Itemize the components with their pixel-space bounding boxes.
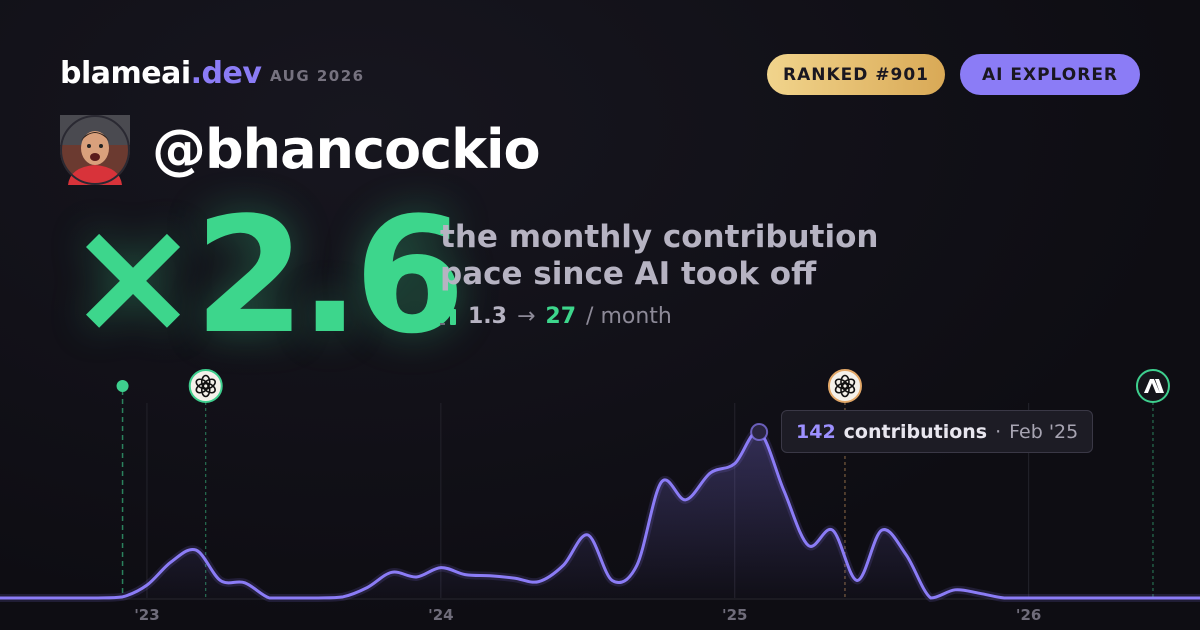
event-dot — [116, 380, 129, 392]
x-tick-label: '26 — [1016, 606, 1041, 624]
icon-ring — [1135, 369, 1170, 403]
icon-ring — [188, 369, 223, 403]
event-icon — [827, 369, 862, 403]
brand[interactable]: blameai.dev — [60, 56, 262, 91]
event-icon — [188, 369, 223, 403]
date: AUG 2026 — [270, 67, 365, 85]
x-tick-label: '24 — [428, 606, 453, 624]
caption: pace since AI took off — [440, 256, 817, 292]
icon-ring — [827, 369, 862, 403]
brand-tld: .dev — [190, 56, 262, 91]
caption: the monthly contribution — [440, 219, 879, 255]
event-icon — [1135, 369, 1170, 403]
tooltip: 142 contributions · Feb '25 — [781, 410, 1094, 453]
x-tick-label: '23 — [134, 606, 159, 624]
icon-glyph — [834, 378, 849, 390]
tooltip-unit: contributions — [843, 420, 988, 443]
pace-after: 27 — [545, 304, 577, 329]
line — [0, 430, 1200, 600]
tooltip-separator: · — [995, 420, 1002, 443]
pace-icon — [440, 308, 456, 325]
multiplier: ×2.6 — [66, 182, 465, 369]
brand-name: blameai — [60, 56, 191, 91]
avatar — [60, 115, 130, 185]
pace-arrow: → — [516, 304, 536, 329]
pace-before: 1.3 — [468, 304, 507, 329]
tier-badge: AI EXPLORER — [960, 54, 1140, 95]
icon-glyph — [1143, 379, 1164, 393]
rank-badge: RANKED #901 — [767, 54, 945, 95]
tooltip-date: Feb '25 — [1009, 420, 1079, 443]
area — [0, 431, 1200, 598]
pace-stat: 1.3 → 27 / month — [440, 304, 672, 329]
peak-marker — [750, 423, 769, 441]
tooltip-value: 142 — [796, 420, 836, 443]
pace-unit: / month — [586, 304, 672, 329]
handle: @bhancockio — [152, 118, 541, 181]
icon-glyph — [195, 378, 210, 390]
x-tick-label: '25 — [722, 606, 747, 624]
